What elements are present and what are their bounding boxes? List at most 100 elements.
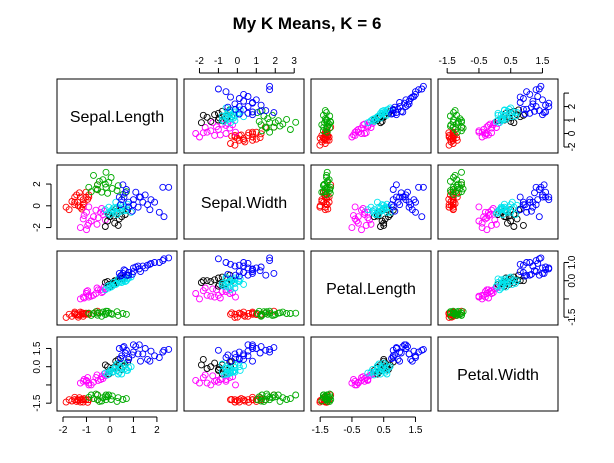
tick-label-left-3-2: 1.5: [32, 341, 43, 355]
point-s2-p16-r0-c3: [488, 129, 496, 137]
diagonal-label-1: Sepal.Width: [201, 195, 287, 212]
point-s1-p14-r0-c1: [276, 122, 284, 130]
point-s2-p8-r1-c3: [488, 206, 496, 214]
point-s2-p11-r2-c0: [93, 284, 101, 292]
point-s5-p13-r1-c3: [523, 208, 531, 216]
point-s5-p21-r1-c3: [527, 207, 535, 215]
point-s2-p12-r3-c1: [207, 381, 215, 389]
point-s1-p19-r0-c3: [454, 117, 462, 125]
point-s5-p21-r2-c1: [224, 270, 232, 278]
point-s1-p14-r3-c0: [95, 397, 103, 405]
point-s5-p4-r1-c2: [396, 193, 404, 201]
point-s1-p18-r3-c0: [122, 395, 130, 403]
point-s5-p10-r3-c0: [115, 345, 123, 352]
tick-label-right-0-2: 1: [567, 117, 578, 123]
point-s2-p16-r3-c2: [362, 374, 370, 382]
point-s2-p12-r0-c3: [475, 127, 483, 135]
tick-label-left-3-1: 0.0: [32, 359, 43, 373]
point-s5-p25-r2-c0: [119, 269, 127, 277]
point-s1-p16-r3-c1: [268, 394, 276, 402]
point-s4-p19-r3-c2: [381, 368, 389, 376]
tick-label-top-3-3: 1.5: [536, 56, 550, 67]
point-s5-p23-r0-c3: [521, 110, 529, 118]
point-s4-p21-r1-c3: [500, 200, 508, 208]
point-s1-p19-r0-c1: [255, 117, 263, 125]
point-s5-p3-r1-c2: [415, 183, 423, 191]
point-s5-p20-r3-c0: [165, 345, 173, 353]
point-s5-p5-r0-c1: [227, 93, 234, 101]
point-s5-p12-r0-c3: [529, 100, 537, 108]
point-s5-p21-r0-c3: [527, 103, 535, 111]
point-s2-p10-r2-c0: [83, 288, 90, 296]
diagonal-label-2: Petal.Length: [326, 281, 416, 298]
point-s2-p13-r3-c2: [359, 373, 367, 381]
point-s2-p7-r3-c2: [348, 379, 356, 387]
point-s4-p10-r3-c2: [364, 369, 372, 377]
point-s5-p21-r1-c0: [128, 207, 136, 215]
point-s5-p11-r0-c1: [262, 107, 270, 115]
point-s4-p18-r1-c0: [121, 207, 129, 215]
tick-label-bottom-2-0: -1.5: [312, 425, 330, 436]
point-s5-p8-r0-c3: [545, 103, 553, 111]
panel-0-2: [310, 78, 432, 154]
point-s1-p13-r3-c0: [87, 391, 95, 399]
point-s5-p17-r2-c0: [132, 263, 140, 271]
point-s0-p19-r3-c1: [245, 398, 253, 406]
point-s1-p12-r2-c1: [253, 310, 261, 317]
point-s5-p16-r2-c1: [240, 269, 248, 276]
point-s3-p11-r1-c2: [385, 213, 392, 221]
point-s5-p7-r3-c0: [120, 343, 128, 351]
point-s5-p24-r2-c3: [545, 265, 553, 273]
tick-label-left-1-1: 0: [32, 203, 43, 209]
point-s5-p17-r2-c1: [257, 263, 265, 271]
point-s5-p19-r2-c1: [256, 267, 264, 275]
point-s2-p4-r0-c1: [232, 128, 239, 136]
point-s4-p12-r1-c2: [373, 198, 381, 206]
point-s5-p11-r1-c2: [389, 186, 397, 193]
point-s0-p18-r0-c3: [447, 138, 455, 146]
point-s4-p10-r2-c0: [101, 286, 109, 294]
point-s3-p13-r3-c1: [226, 358, 234, 366]
point-s3-p5-r2-c1: [197, 279, 205, 286]
point-s3-p6-r2-c1: [211, 276, 219, 284]
point-s0-p23-r3-c1: [233, 397, 241, 405]
point-s0-p22-r1-c3: [450, 205, 457, 213]
point-s5-p17-r1-c0: [132, 188, 140, 196]
point-s0-p23-r0-c1: [233, 134, 241, 142]
point-s3-p12-r3-c1: [199, 355, 207, 363]
point-s5-p21-r3-c1: [224, 351, 232, 359]
tick-label-bottom-2-1: -0.5: [343, 425, 361, 436]
tick-label-bottom-0-1: -1: [82, 425, 91, 436]
point-s2-p12-r0-c1: [207, 127, 215, 135]
point-s2-p1-r3-c1: [203, 379, 211, 387]
point-s5-p15-r0-c1: [252, 96, 260, 104]
point-s5-p1-r3-c1: [232, 354, 239, 362]
point-s4-p20-r0-c2: [375, 112, 383, 120]
point-s5-p11-r1-c3: [535, 186, 543, 193]
point-s1-p11-r0-c1: [271, 119, 279, 127]
point-s5-p8-r1-c3: [545, 196, 553, 204]
point-s2-p14-r0-c1: [216, 131, 224, 139]
point-s1-p17-r0-c1: [263, 124, 271, 132]
point-s5-p16-r3-c2: [394, 355, 402, 363]
point-s4-p17-r0-c3: [492, 117, 500, 125]
point-s2-p9-r2-c1: [209, 285, 217, 293]
point-s3-p6-r0-c1: [211, 111, 219, 119]
point-s1-p16-r0-c2: [319, 111, 327, 119]
point-s1-p18-r0-c3: [451, 107, 459, 115]
tick-label-top-3-1: -0.5: [470, 56, 488, 67]
point-s5-p24-r0-c3: [545, 99, 553, 107]
point-s5-p18-r1-c2: [407, 201, 415, 209]
point-s0-p22-r0-c2: [324, 132, 332, 140]
point-s5-p12-r0-c1: [231, 100, 239, 108]
point-s4-p21-r3-c0: [124, 366, 132, 374]
point-s2-p14-r2-c0: [80, 294, 88, 302]
point-s5-p25-r2-c3: [540, 269, 548, 277]
point-s5-p11-r3-c1: [262, 346, 270, 354]
point-s5-p20-r1-c2: [419, 183, 427, 191]
point-s5-p25-r0-c2: [392, 109, 400, 117]
point-s1-p11-r1-c3: [454, 180, 462, 188]
point-s1-p15-r1-c2: [323, 174, 330, 181]
point-s0-p12-r1-c0: [76, 203, 84, 211]
point-s5-p21-r0-c1: [224, 103, 232, 111]
